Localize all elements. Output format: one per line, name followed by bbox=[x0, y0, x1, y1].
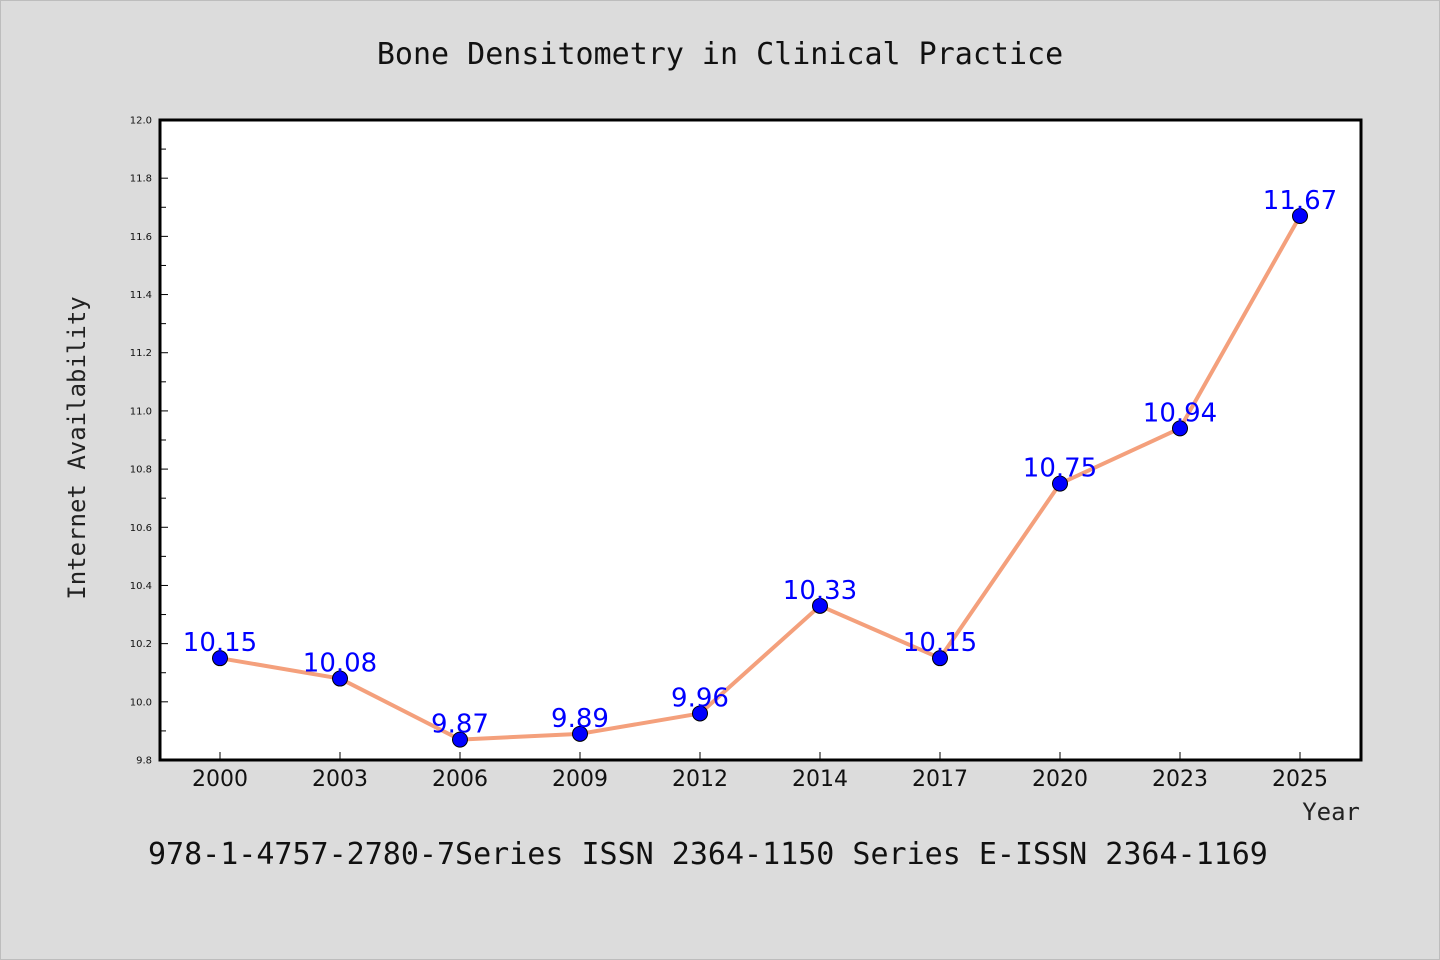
x-tick-label: 2006 bbox=[432, 767, 488, 792]
data-point-marker bbox=[332, 670, 348, 687]
data-label: 11.67 bbox=[1263, 186, 1337, 216]
x-tick-label: 2023 bbox=[1152, 767, 1208, 792]
series-line bbox=[219, 215, 1302, 742]
chart-title: Bone Densitometry in Clinical Practice bbox=[377, 37, 1063, 72]
data-label: 10.08 bbox=[303, 649, 377, 679]
x-tick-label: 2025 bbox=[1272, 767, 1328, 792]
data-label: 9.87 bbox=[431, 710, 489, 740]
plot-area bbox=[158, 118, 1363, 762]
y-axis-label: Internet Availability bbox=[63, 296, 91, 599]
data-point-marker bbox=[452, 731, 468, 748]
data-point-marker bbox=[572, 725, 588, 742]
x-tick-label: 2020 bbox=[1032, 767, 1088, 792]
data-label: 10.33 bbox=[783, 576, 857, 606]
data-point-marker bbox=[812, 597, 828, 614]
x-tick-label: 2003 bbox=[312, 767, 368, 792]
footer-isbn-text: 978-1-4757-2780-7Series ISSN 2364-1150 S… bbox=[148, 837, 1268, 872]
x-axis-label: Year bbox=[1302, 798, 1360, 826]
data-label: 9.89 bbox=[551, 704, 609, 734]
y-tick-label: 11.2 bbox=[130, 348, 152, 359]
x-tick-label: 2012 bbox=[672, 767, 728, 792]
data-point-marker bbox=[932, 650, 948, 667]
y-tick-label: 10.2 bbox=[130, 639, 152, 650]
data-label: 10.15 bbox=[183, 628, 257, 658]
data-label: 10.15 bbox=[903, 628, 977, 658]
x-tick-label: 2009 bbox=[552, 767, 608, 792]
data-label: 9.96 bbox=[671, 683, 729, 713]
x-axis: 2000 2003 2006 2009 2012 2014 2017 2020 2023 2025 bbox=[192, 752, 1328, 792]
data-labels: 10.15 10.08 9.87 9.89 9.96 10.33 10.15 10.75 10.… bbox=[183, 186, 1337, 740]
data-series bbox=[212, 208, 1308, 748]
data-point-marker bbox=[1052, 475, 1068, 492]
data-point-marker bbox=[1292, 208, 1308, 224]
x-tick-label: 2017 bbox=[912, 767, 968, 792]
y-tick-label: 12.0 bbox=[130, 116, 152, 127]
x-tick-label: 2000 bbox=[192, 767, 248, 792]
y-tick-label: 11.0 bbox=[130, 406, 152, 417]
x-tick-label: 2014 bbox=[792, 767, 848, 792]
y-tick-label: 10.0 bbox=[130, 697, 152, 708]
y-tick-label: 10.6 bbox=[130, 523, 152, 534]
data-point-marker bbox=[692, 705, 708, 722]
data-point-marker bbox=[1172, 420, 1188, 437]
y-tick-label: 11.4 bbox=[130, 290, 152, 301]
data-point-marker bbox=[212, 650, 228, 667]
y-axis: 9.8 10.0 10.2 10.4 10.6 10.8 11.0 11.2 11.4 11.6 1… bbox=[130, 116, 168, 767]
y-tick-label: 10.4 bbox=[130, 581, 152, 592]
y-tick-label: 10.8 bbox=[130, 465, 152, 476]
y-tick-label: 11.8 bbox=[130, 174, 152, 185]
y-tick-label: 11.6 bbox=[130, 232, 152, 243]
data-label: 10.94 bbox=[1143, 398, 1217, 428]
y-tick-label: 9.8 bbox=[136, 756, 152, 767]
data-label: 10.75 bbox=[1023, 454, 1097, 484]
